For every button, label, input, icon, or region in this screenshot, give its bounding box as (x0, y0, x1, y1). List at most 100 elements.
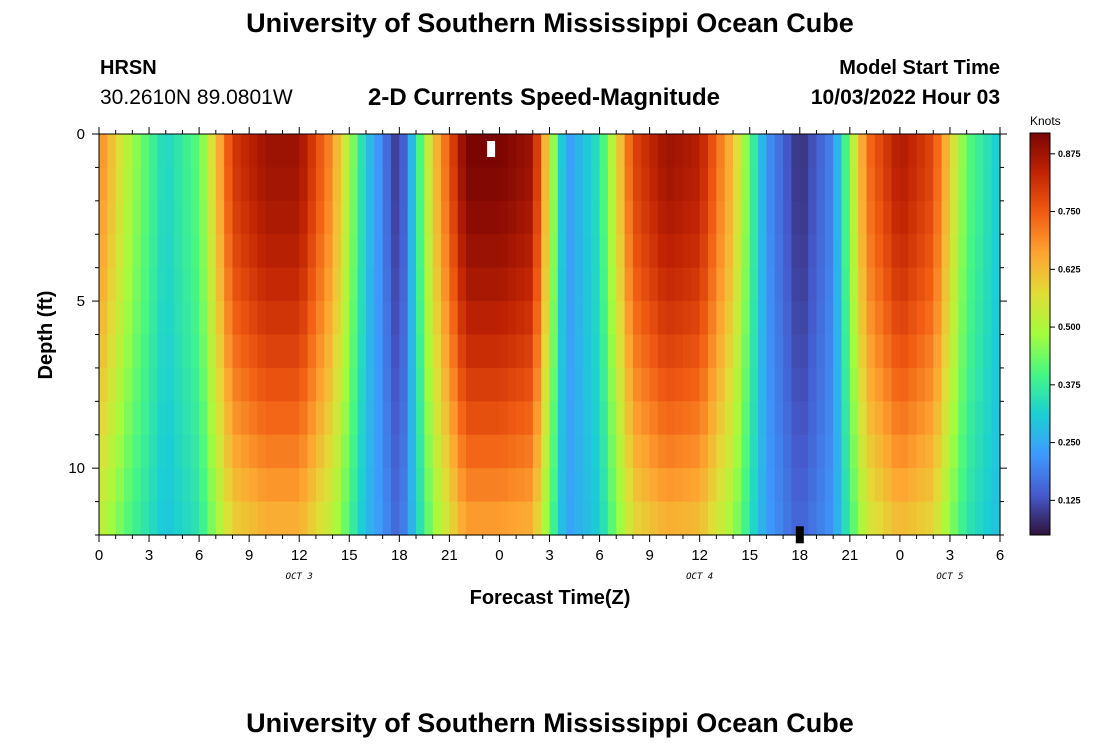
heatmap-cell (190, 267, 200, 302)
heatmap-cell (933, 267, 943, 302)
heatmap-cell (124, 200, 133, 235)
heatmap-cell (624, 200, 634, 235)
heatmap-cell (499, 134, 509, 169)
heatmap-cell (899, 468, 909, 503)
heatmap-cell (974, 301, 984, 336)
heatmap-cell (107, 334, 117, 369)
heatmap-cell (491, 401, 501, 436)
heatmap-cell (332, 367, 342, 402)
heatmap-cell (257, 200, 267, 235)
model-start-value: 10/03/2022 Hour 03 (810, 86, 1000, 109)
heatmap-cell (991, 334, 1001, 369)
heatmap-cell (507, 468, 517, 503)
heatmap-cell (315, 334, 325, 369)
heatmap-cell (424, 401, 434, 436)
heatmap-cell (774, 334, 784, 369)
heatmap-cell (441, 334, 450, 369)
heatmap-cell (507, 367, 517, 402)
heatmap-cell (140, 434, 150, 469)
heatmap-cell (549, 468, 559, 503)
heatmap-cell (249, 434, 259, 469)
heatmap-cell (941, 234, 951, 269)
heatmap-cell (758, 501, 767, 536)
heatmap-cell (149, 501, 158, 536)
heatmap-cell (474, 167, 484, 202)
heatmap-cell (849, 301, 859, 336)
heatmap-cell (257, 267, 267, 302)
heatmap-cell (941, 367, 951, 402)
heatmap-cell (933, 134, 943, 169)
heatmap-cell (891, 301, 901, 336)
heatmap-cell (874, 200, 884, 235)
heatmap-cell (616, 434, 626, 469)
heatmap-cell (399, 334, 409, 369)
heatmap-cell (215, 334, 225, 369)
heatmap-cell (691, 267, 701, 302)
heatmap-cell (933, 434, 943, 469)
heatmap-cell (974, 401, 984, 436)
heatmap-cell (482, 234, 492, 269)
heatmap-cell (799, 468, 809, 503)
heatmap-cell (432, 301, 442, 336)
x-tick-label: 6 (595, 547, 603, 564)
heatmap-cell (874, 468, 884, 503)
heatmap-cell (107, 434, 117, 469)
heatmap-cell (466, 301, 476, 336)
heatmap-cell (524, 401, 534, 436)
heatmap-cell (557, 501, 567, 536)
heatmap-cell (324, 334, 334, 369)
heatmap-cell (824, 468, 834, 503)
heatmap-cell (758, 367, 767, 402)
heatmap-cell (682, 200, 692, 235)
heatmap-cell (499, 401, 509, 436)
heatmap-cell (99, 501, 108, 536)
heatmap-cell (182, 434, 192, 469)
heatmap-cell (649, 134, 659, 169)
heatmap-cell (599, 334, 609, 369)
heatmap-cell (99, 234, 108, 269)
heatmap-cell (265, 434, 275, 469)
heatmap-cell (599, 167, 609, 202)
heatmap-cell (257, 434, 267, 469)
heatmap-cell (265, 267, 275, 302)
heatmap-cell (524, 200, 534, 235)
heatmap-cell (466, 401, 476, 436)
heatmap-cell (557, 234, 567, 269)
heatmap-cell (424, 434, 434, 469)
heatmap-cell (699, 167, 709, 202)
heatmap-cell (649, 367, 659, 402)
heatmap-cell (299, 167, 309, 202)
heatmap-cell (466, 367, 476, 402)
heatmap-cell (983, 334, 993, 369)
heatmap-cell (674, 367, 684, 402)
heatmap-cell (808, 134, 818, 169)
heatmap-cell (849, 468, 859, 503)
heatmap-cell (516, 468, 526, 503)
heatmap-cell (783, 234, 793, 269)
heatmap-cell (891, 134, 901, 169)
heatmap-cell (958, 267, 968, 302)
heatmap-cell (140, 234, 150, 269)
heatmap-cell (340, 200, 350, 235)
heatmap-cell (174, 434, 184, 469)
heatmap-cell (441, 501, 450, 536)
heatmap-cell (783, 367, 793, 402)
heatmap-cell (299, 434, 309, 469)
heatmap-cell (949, 134, 959, 169)
heatmap-cell (783, 401, 793, 436)
heatmap-cell (899, 434, 909, 469)
heatmap-cell (616, 301, 626, 336)
heatmap-cell (966, 301, 976, 336)
heatmap-cell (974, 334, 984, 369)
heatmap-cell (924, 501, 934, 536)
heatmap-cell (407, 434, 417, 469)
heatmap-cell (691, 134, 701, 169)
heatmap-cell (657, 334, 667, 369)
heatmap-cell (432, 434, 442, 469)
heatmap-cell (365, 334, 375, 369)
heatmap-cell (841, 334, 851, 369)
heatmap-cell (232, 468, 242, 503)
heatmap-cell (516, 434, 526, 469)
heatmap-cell (524, 301, 534, 336)
heatmap-cell (591, 301, 601, 336)
